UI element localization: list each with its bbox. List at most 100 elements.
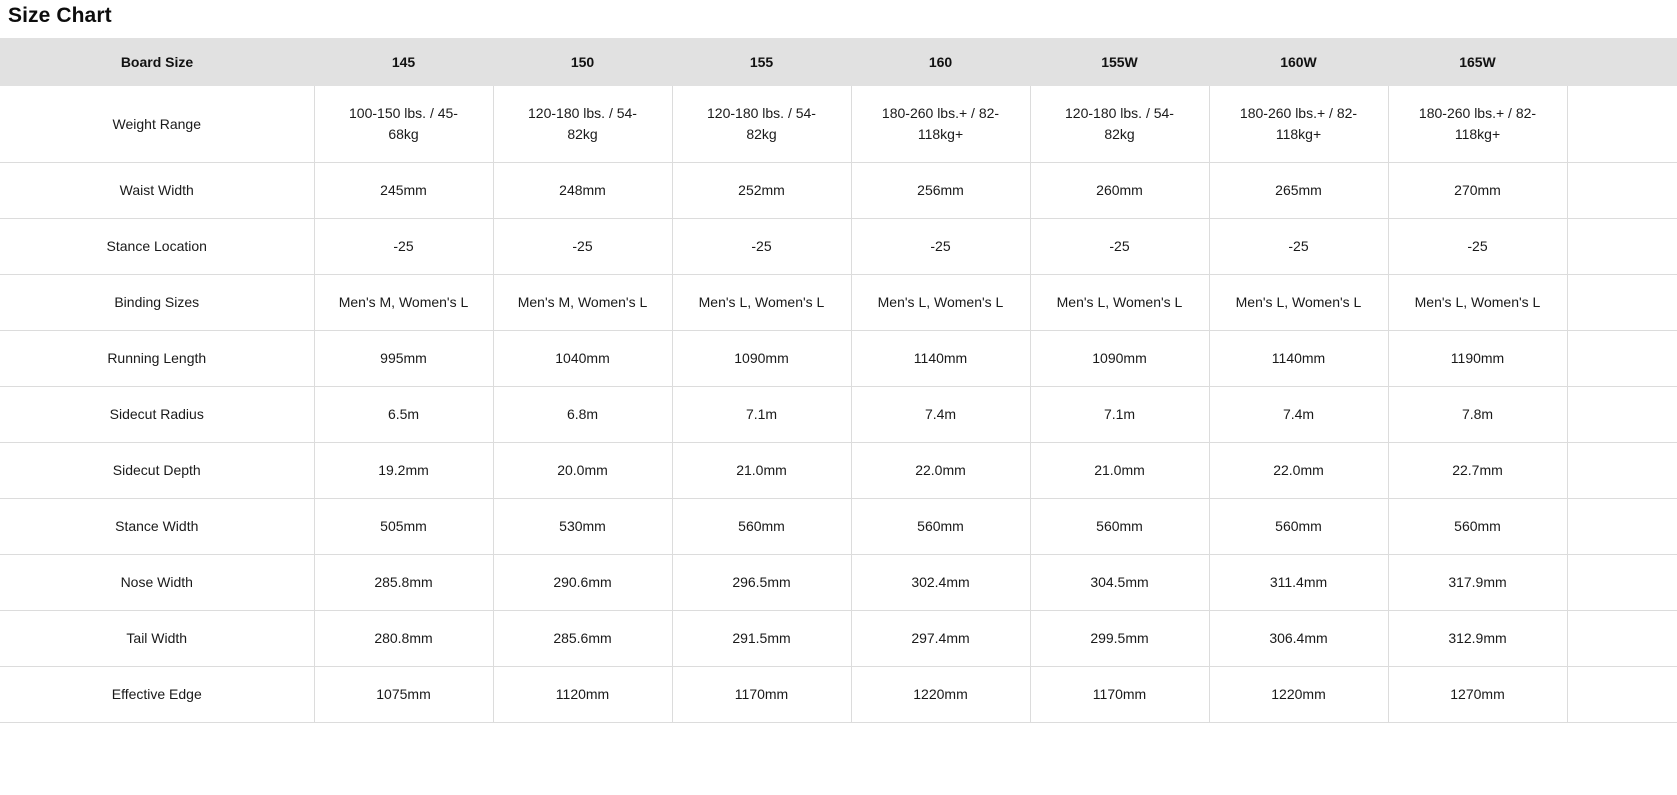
cell-value: 19.2mm [313,442,493,499]
cell-value: Men's M, Women's L [313,274,493,331]
cell-value: -25 [671,218,851,275]
cell-filler [1566,498,1677,555]
cell-value: -25 [1029,218,1209,275]
cell-value: 285.6mm [492,610,672,667]
cell-filler [1566,386,1677,443]
cell-value: 995mm [313,330,493,387]
size-chart-section: Size Chart Board Size 145 150 155 160 155W 160… [0,4,1677,723]
cell-value: 270mm [1387,162,1567,219]
cell-value: 560mm [1387,498,1567,555]
cell-value: 7.4m [1208,386,1388,443]
cell-value: 285.8mm [313,554,493,611]
row-label: Tail Width [0,610,314,667]
cell-value: 120-180 lbs. / 54-82kg [671,86,851,163]
cell-filler [1566,610,1677,667]
cell-value: 248mm [492,162,672,219]
row-label: Effective Edge [0,666,314,723]
cell-value: 7.4m [850,386,1030,443]
column-header-size: 165W [1388,38,1567,86]
cell-value: 7.8m [1387,386,1567,443]
size-chart-table: Board Size 145 150 155 160 155W 160W 165W Weigh… [0,38,1677,723]
table-row: Binding Sizes Men's M, Women's L Men's M, … [0,274,1677,331]
cell-value: 1140mm [1208,330,1388,387]
column-header-size: 145 [314,38,493,86]
cell-filler [1566,330,1677,387]
table-head: Board Size 145 150 155 160 155W 160W 165W [0,38,1677,86]
cell-value: -25 [1387,218,1567,275]
row-label: Binding Sizes [0,274,314,331]
cell-value: 505mm [313,498,493,555]
cell-filler [1566,554,1677,611]
cell-value: 1090mm [1029,330,1209,387]
cell-value: -25 [492,218,672,275]
cell-filler [1566,86,1677,163]
cell-value: 1270mm [1387,666,1567,723]
table-row: Tail Width 280.8mm 285.6mm 291.5mm 297.4mm 29… [0,610,1677,667]
cell-value: 311.4mm [1208,554,1388,611]
row-label: Stance Width [0,498,314,555]
cell-value: 1040mm [492,330,672,387]
cell-value: 317.9mm [1387,554,1567,611]
cell-filler [1566,162,1677,219]
cell-value: 1090mm [671,330,851,387]
row-label: Sidecut Depth [0,442,314,499]
cell-value: Men's L, Women's L [850,274,1030,331]
column-header-size: 155 [672,38,851,86]
cell-filler [1566,442,1677,499]
table-body: Weight Range 100-150 lbs. / 45-68kg 120-18… [0,86,1677,723]
page-title: Size Chart [8,4,112,27]
cell-value: 6.5m [313,386,493,443]
cell-value: 260mm [1029,162,1209,219]
cell-value: 22.7mm [1387,442,1567,499]
cell-value: 120-180 lbs. / 54-82kg [492,86,672,163]
cell-value: 252mm [671,162,851,219]
cell-value: 560mm [1029,498,1209,555]
cell-value: 6.8m [492,386,672,443]
cell-value: 21.0mm [1029,442,1209,499]
table-row: Stance Location -25 -25 -25 -25 -25 -25 -25 [0,218,1677,275]
cell-value: 280.8mm [313,610,493,667]
cell-filler [1566,666,1677,723]
cell-value: 1220mm [1208,666,1388,723]
table-row: Sidecut Radius 6.5m 6.8m 7.1m 7.4m 7.1m 7.4m 7.… [0,386,1677,443]
column-header-board-size: Board Size [0,38,314,86]
header-row: Board Size 145 150 155 160 155W 160W 165W [0,38,1677,86]
cell-value: 21.0mm [671,442,851,499]
cell-value: 530mm [492,498,672,555]
cell-value: 312.9mm [1387,610,1567,667]
cell-value: 560mm [671,498,851,555]
cell-value: 560mm [850,498,1030,555]
cell-value: 296.5mm [671,554,851,611]
cell-value: 245mm [313,162,493,219]
cell-value: 297.4mm [850,610,1030,667]
cell-value: 180-260 lbs.+ / 82-118kg+ [1387,86,1567,163]
row-label: Sidecut Radius [0,386,314,443]
cell-value: 306.4mm [1208,610,1388,667]
column-header-size: 155W [1030,38,1209,86]
table-row: Nose Width 285.8mm 290.6mm 296.5mm 302.4mm 30… [0,554,1677,611]
table-row: Waist Width 245mm 248mm 252mm 256mm 260mm 265m… [0,162,1677,219]
table-row: Weight Range 100-150 lbs. / 45-68kg 120-18… [0,86,1677,163]
cell-value: 291.5mm [671,610,851,667]
cell-value: 1170mm [1029,666,1209,723]
cell-filler [1566,218,1677,275]
cell-value: 22.0mm [850,442,1030,499]
cell-value: 180-260 lbs.+ / 82-118kg+ [1208,86,1388,163]
cell-value: 1075mm [313,666,493,723]
cell-value: Men's L, Women's L [671,274,851,331]
cell-value: 1140mm [850,330,1030,387]
cell-value: -25 [1208,218,1388,275]
cell-value: 1190mm [1387,330,1567,387]
cell-value: 302.4mm [850,554,1030,611]
cell-value: -25 [313,218,493,275]
column-header-size: 160 [851,38,1030,86]
column-header-size: 150 [493,38,672,86]
cell-value: 1170mm [671,666,851,723]
row-label: Waist Width [0,162,314,219]
cell-value: 560mm [1208,498,1388,555]
table-row: Running Length 995mm 1040mm 1090mm 1140mm 109… [0,330,1677,387]
cell-value: 265mm [1208,162,1388,219]
cell-value: 1220mm [850,666,1030,723]
cell-value: 299.5mm [1029,610,1209,667]
cell-value: 180-260 lbs.+ / 82-118kg+ [850,86,1030,163]
